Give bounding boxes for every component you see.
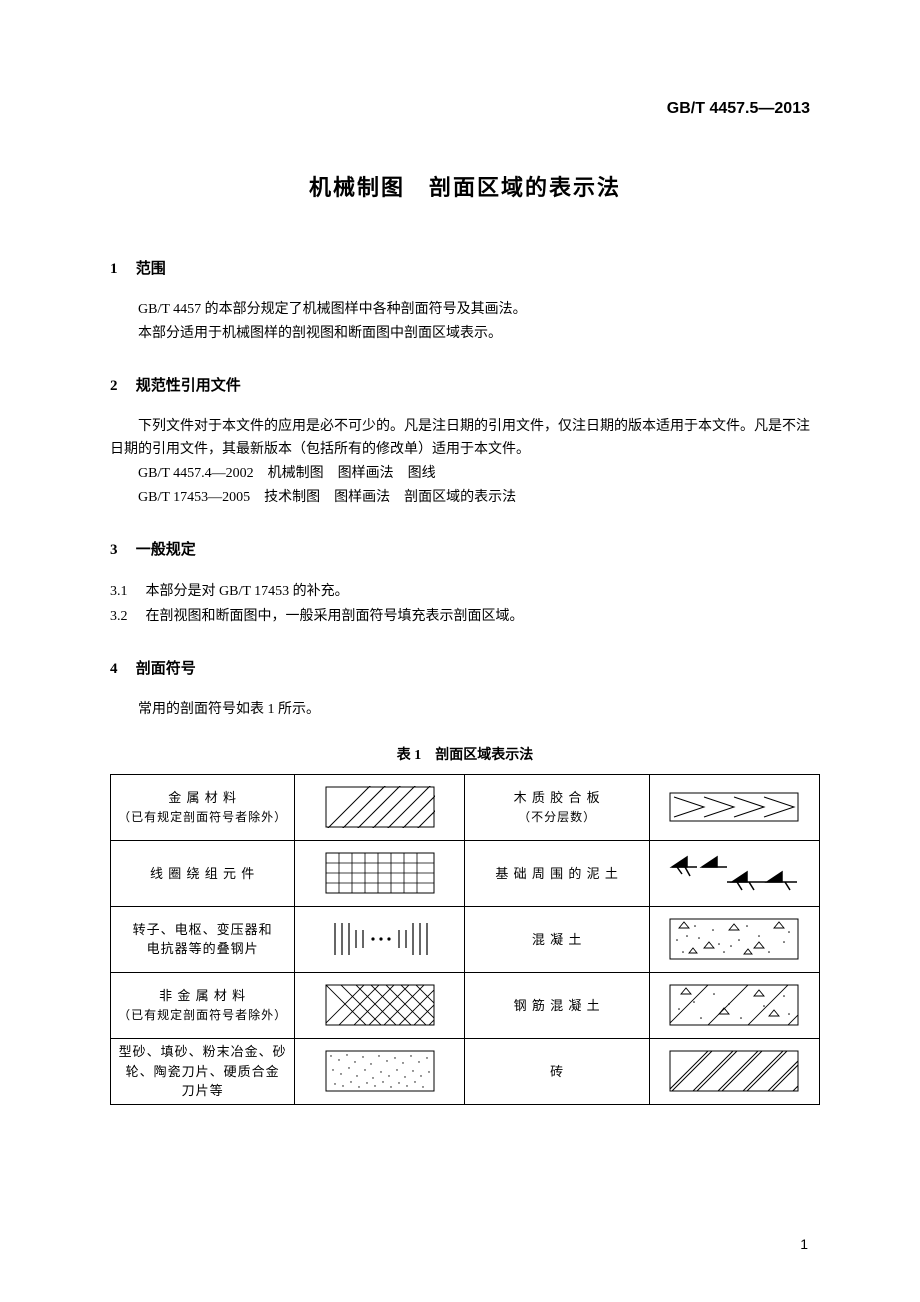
pattern-concrete-icon — [656, 915, 813, 963]
cell-pattern-nonmetal — [295, 972, 465, 1038]
section-title: 剖面符号 — [136, 661, 196, 677]
section-heading-refs: 2 规范性引用文件 — [110, 374, 820, 395]
subsection-text: 在剖视图和断面图中，一般采用剖面符号填充表示剖面区域。 — [146, 609, 524, 624]
section-title: 范围 — [136, 261, 166, 277]
cell-pattern-coil — [295, 840, 465, 906]
section-number: 4 — [110, 661, 132, 678]
table-row: 金 属 材 料 （已有规定剖面符号者除外） — [111, 774, 820, 840]
ref-1: GB/T 4457.4—2002 机械制图 图样画法 图线 — [110, 462, 820, 486]
ref-2: GB/T 17453—2005 技术制图 图样画法 剖面区域的表示法 — [110, 486, 820, 510]
cell-label-sand: 型砂、填砂、粉末冶金、砂 轮、陶瓷刀片、硬质合金 刀片等 — [111, 1038, 295, 1104]
cell-pattern-plywood — [649, 774, 819, 840]
section-heading-symbols: 4 剖面符号 — [110, 657, 820, 678]
cell-pattern-concrete — [649, 906, 819, 972]
cell-label-nonmetal: 非 金 属 材 料 （已有规定剖面符号者除外） — [111, 972, 295, 1038]
refs-intro: 下列文件对于本文件的应用是必不可少的。凡是注日期的引用文件，仅注日期的版本适用于… — [110, 415, 820, 463]
cell-label-brick: 砖 — [465, 1038, 649, 1104]
label-line: 金 属 材 料 — [168, 790, 237, 805]
label-line: 钢 筋 混 凝 土 — [514, 998, 601, 1013]
pattern-coil-icon — [301, 849, 458, 897]
cell-label-concrete: 混 凝 土 — [465, 906, 649, 972]
general-3-2: 3.2 在剖视图和断面图中，一般采用剖面符号填充表示剖面区域。 — [110, 604, 820, 629]
hatch-pattern-table: 金 属 材 料 （已有规定剖面符号者除外） — [110, 774, 820, 1105]
cell-label-laminated: 转子、电枢、变压器和 电抗器等的叠钢片 — [111, 906, 295, 972]
label-subline: （已有规定剖面符号者除外） — [118, 810, 287, 824]
general-3-1: 3.1 本部分是对 GB/T 17453 的补充。 — [110, 579, 820, 604]
symbols-intro: 常用的剖面符号如表 1 所示。 — [110, 698, 820, 722]
label-line: 电抗器等的叠钢片 — [147, 941, 259, 956]
pattern-nonmetal-icon — [301, 981, 458, 1029]
cell-pattern-brick — [649, 1038, 819, 1104]
label-line: 转子、电枢、变压器和 — [133, 922, 273, 937]
table-row: 转子、电枢、变压器和 电抗器等的叠钢片 — [111, 906, 820, 972]
cell-pattern-laminated — [295, 906, 465, 972]
label-line: 轮、陶瓷刀片、硬质合金 — [126, 1064, 280, 1079]
label-line: 混 凝 土 — [532, 932, 583, 947]
section-number: 3 — [110, 542, 132, 559]
label-line: 木 质 胶 合 板 — [514, 790, 601, 805]
scope-p1: GB/T 4457 的本部分规定了机械图样中各种剖面符号及其画法。 — [110, 298, 820, 322]
section-heading-scope: 1 范围 — [110, 257, 820, 278]
document-title: 机械制图 剖面区域的表示法 — [110, 170, 820, 202]
table-caption: 表 1 剖面区域表示法 — [110, 744, 820, 764]
table-row: 非 金 属 材 料 （已有规定剖面符号者除外） — [111, 972, 820, 1038]
label-subline: （不分层数） — [518, 810, 596, 824]
table-row: 线 圈 绕 组 元 件 — [111, 840, 820, 906]
cell-pattern-metal — [295, 774, 465, 840]
label-line: 型砂、填砂、粉末冶金、砂 — [119, 1044, 287, 1059]
section-heading-general: 3 一般规定 — [110, 538, 820, 559]
table-row: 型砂、填砂、粉末冶金、砂 轮、陶瓷刀片、硬质合金 刀片等 — [111, 1038, 820, 1104]
cell-label-soil: 基 础 周 围 的 泥 土 — [465, 840, 649, 906]
pattern-laminated-icon — [301, 915, 458, 963]
subsection-text: 本部分是对 GB/T 17453 的补充。 — [146, 584, 349, 599]
pattern-plywood-icon — [656, 783, 813, 831]
section-title: 一般规定 — [136, 542, 196, 558]
pattern-metal-icon — [301, 783, 458, 831]
page-number: 1 — [800, 1236, 808, 1252]
scope-p2: 本部分适用于机械图样的剖视图和断面图中剖面区域表示。 — [110, 322, 820, 346]
subsection-number: 3.2 — [110, 604, 142, 629]
cell-label-coil: 线 圈 绕 组 元 件 — [111, 840, 295, 906]
subsection-number: 3.1 — [110, 579, 142, 604]
label-line: 线 圈 绕 组 元 件 — [150, 866, 255, 881]
cell-pattern-sand — [295, 1038, 465, 1104]
cell-pattern-reinforced-concrete — [649, 972, 819, 1038]
pattern-sand-icon — [301, 1047, 458, 1095]
section-title: 规范性引用文件 — [136, 378, 241, 394]
pattern-reinforced-concrete-icon — [656, 981, 813, 1029]
label-line: 非 金 属 材 料 — [159, 988, 246, 1003]
pattern-brick-icon — [656, 1047, 813, 1095]
label-line: 砖 — [550, 1064, 564, 1079]
cell-label-reinforced-concrete: 钢 筋 混 凝 土 — [465, 972, 649, 1038]
label-line: 基 础 周 围 的 泥 土 — [495, 866, 619, 881]
cell-label-metal: 金 属 材 料 （已有规定剖面符号者除外） — [111, 774, 295, 840]
cell-label-plywood: 木 质 胶 合 板 （不分层数） — [465, 774, 649, 840]
label-line: 刀片等 — [182, 1083, 224, 1098]
page: GB/T 4457.5—2013 机械制图 剖面区域的表示法 1 范围 GB/T… — [0, 0, 920, 1302]
section-number: 2 — [110, 378, 132, 395]
label-subline: （已有规定剖面符号者除外） — [118, 1008, 287, 1022]
cell-pattern-soil — [649, 840, 819, 906]
standard-id: GB/T 4457.5—2013 — [667, 100, 810, 118]
section-number: 1 — [110, 261, 132, 278]
pattern-soil-icon — [656, 849, 813, 897]
